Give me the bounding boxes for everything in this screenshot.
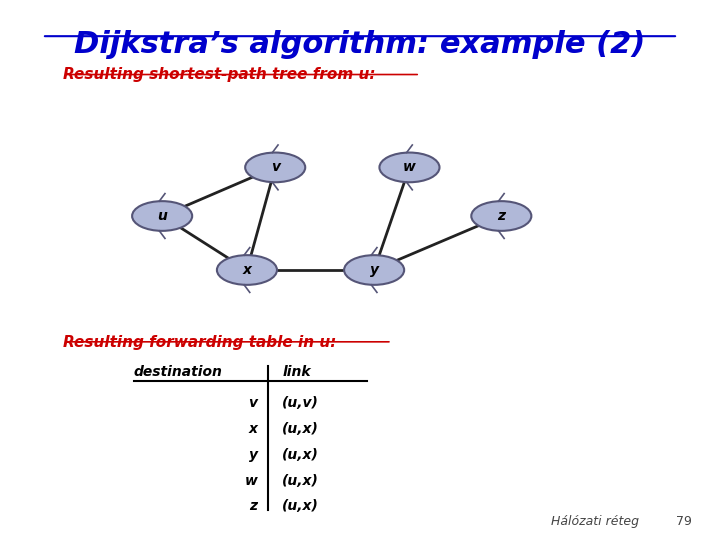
Text: y: y — [369, 263, 379, 277]
Ellipse shape — [246, 152, 305, 183]
Text: Resulting forwarding table in u:: Resulting forwarding table in u: — [63, 335, 336, 350]
Text: (u,x): (u,x) — [282, 448, 319, 462]
Text: x: x — [248, 422, 258, 436]
Text: w: w — [245, 474, 258, 488]
Text: v: v — [248, 396, 258, 410]
Text: 79: 79 — [676, 515, 692, 528]
Ellipse shape — [217, 255, 277, 285]
Text: z: z — [498, 209, 505, 223]
Text: v: v — [271, 160, 279, 174]
Text: Dijkstra’s algorithm: example (2): Dijkstra’s algorithm: example (2) — [74, 30, 646, 59]
Ellipse shape — [344, 255, 404, 285]
Text: (u,x): (u,x) — [282, 422, 319, 436]
Text: z: z — [249, 500, 258, 514]
Text: link: link — [282, 364, 311, 379]
Text: (u,x): (u,x) — [282, 500, 319, 514]
Ellipse shape — [379, 152, 439, 183]
Text: Resulting shortest-path tree from u:: Resulting shortest-path tree from u: — [63, 68, 376, 83]
Ellipse shape — [132, 201, 192, 231]
Text: w: w — [403, 160, 416, 174]
Text: destination: destination — [134, 364, 222, 379]
Text: x: x — [243, 263, 251, 277]
Text: u: u — [157, 209, 167, 223]
Text: Hálózati réteg: Hálózati réteg — [551, 515, 639, 528]
Text: (u,v): (u,v) — [282, 396, 319, 410]
Text: y: y — [248, 448, 258, 462]
Ellipse shape — [472, 201, 531, 231]
Text: (u,x): (u,x) — [282, 474, 319, 488]
